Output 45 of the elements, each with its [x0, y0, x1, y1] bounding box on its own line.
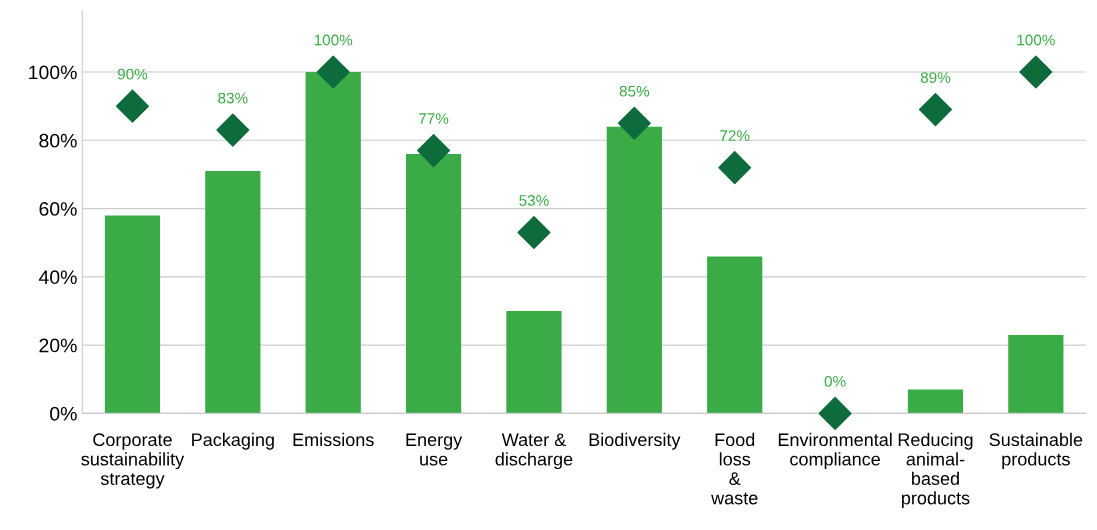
bar — [506, 310, 562, 414]
bar — [707, 256, 763, 414]
x-tick-label: Corporate sustainability strategy — [81, 433, 185, 489]
data-label: 83% — [218, 92, 248, 104]
bar — [1008, 334, 1064, 414]
point — [216, 113, 250, 147]
data-label: 77% — [419, 113, 449, 124]
x-tick-label: Biodiversity — [589, 432, 681, 450]
bar — [305, 72, 361, 414]
data-label: 100% — [1017, 34, 1055, 46]
y-tick-label: 60% — [39, 202, 77, 216]
x-tick-label: Food loss & waste — [711, 432, 758, 505]
point — [818, 396, 852, 430]
point — [417, 134, 451, 168]
bar — [205, 171, 261, 414]
x-tick-label: Environmental compliance — [778, 432, 892, 470]
x-tick-label: Reducing animal- based products — [898, 432, 973, 509]
x-tick-label: Energy use — [406, 433, 463, 466]
point — [115, 89, 149, 123]
data-label: 72% — [720, 130, 750, 141]
point — [918, 93, 952, 127]
data-label: 53% — [519, 195, 549, 206]
point — [316, 55, 350, 89]
x-tick-label: Water & discharge — [495, 433, 573, 470]
bar — [606, 126, 662, 414]
x-tick-label: Sustainable products — [989, 432, 1083, 470]
data-label: 0% — [824, 375, 846, 387]
y-tick-label: 0% — [50, 406, 77, 421]
bar — [907, 389, 964, 414]
y-tick-label: 80% — [39, 133, 77, 148]
point — [718, 151, 752, 185]
data-label: 100% — [314, 34, 353, 46]
data-label: 90% — [117, 68, 148, 80]
point — [517, 215, 551, 250]
bar — [104, 215, 161, 414]
data-label: 89% — [920, 72, 951, 83]
point — [1019, 55, 1053, 89]
y-tick-label: 100% — [29, 65, 77, 80]
x-tick-label: Packaging — [192, 432, 274, 450]
x-tick-label: Emissions — [293, 432, 374, 447]
y-tick-label: 20% — [39, 338, 77, 353]
y-tick-label: 40% — [38, 270, 77, 285]
point — [617, 106, 651, 140]
bar — [405, 153, 462, 414]
data-label: 85% — [619, 85, 650, 97]
